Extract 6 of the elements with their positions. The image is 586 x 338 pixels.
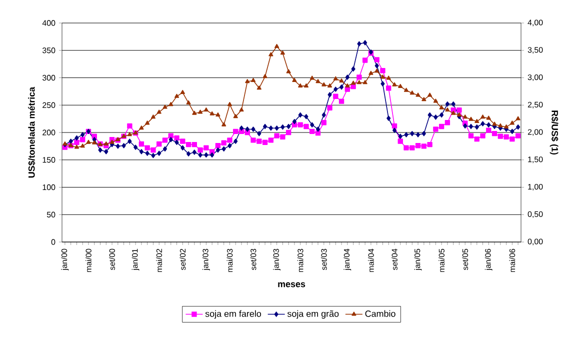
legend-label: soja em grão (287, 310, 339, 319)
y-axis-title: US$/tonelada métrica (28, 86, 36, 178)
legend-label: Cambio (365, 310, 396, 317)
x-axis-title: meses (278, 282, 306, 288)
legend-label: soja em farelo (205, 310, 262, 319)
y2-axis-title: R$/US$ (1) (550, 110, 558, 154)
